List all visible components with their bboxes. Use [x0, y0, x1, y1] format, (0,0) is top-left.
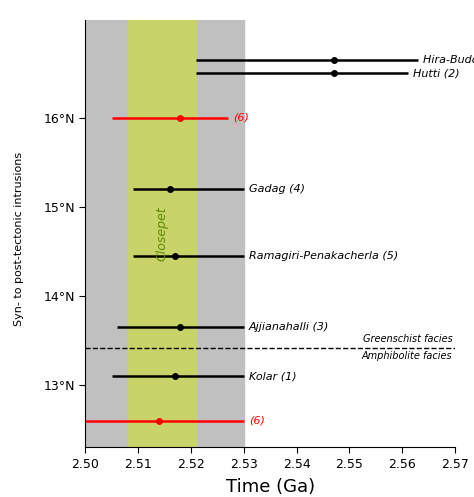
Text: Closepet: Closepet: [155, 206, 168, 261]
Text: Ajjianahalli (3): Ajjianahalli (3): [249, 322, 329, 332]
Text: Hutti (2): Hutti (2): [413, 68, 459, 79]
Text: Greenschist facies: Greenschist facies: [363, 334, 452, 344]
Bar: [85, 20, 244, 447]
Text: Kolar (1): Kolar (1): [249, 371, 297, 381]
Text: Ramagiri-Penakacherla (5): Ramagiri-Penakacherla (5): [249, 251, 398, 261]
Text: (6): (6): [249, 415, 265, 425]
Bar: [128, 20, 196, 447]
Text: Syn- to post-tectonic intrusions: Syn- to post-tectonic intrusions: [14, 152, 24, 326]
Text: (6): (6): [233, 113, 249, 123]
X-axis label: Time (Ga): Time (Ga): [226, 478, 315, 496]
Text: Amphibolite facies: Amphibolite facies: [362, 351, 452, 361]
Text: Gadag (4): Gadag (4): [249, 184, 305, 194]
Text: Hira-Buddini (2): Hira-Buddini (2): [423, 55, 474, 65]
